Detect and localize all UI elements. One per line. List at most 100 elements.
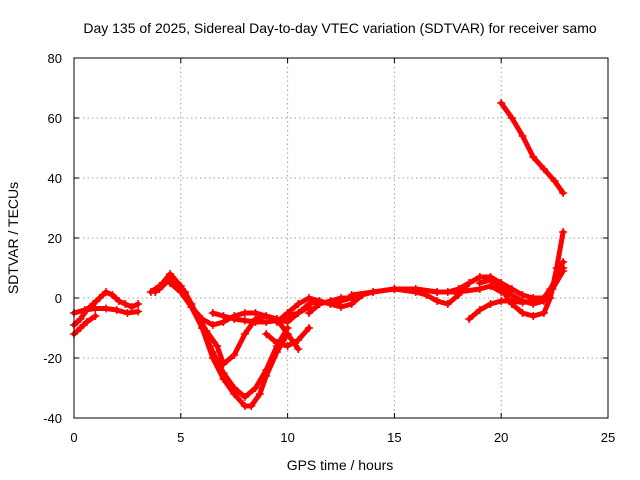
data-point — [347, 291, 356, 299]
data-point — [262, 318, 271, 326]
data-point — [315, 300, 324, 308]
data-point — [539, 297, 548, 305]
data-point — [294, 345, 303, 353]
data-point — [486, 276, 495, 284]
data-point — [433, 297, 442, 305]
data-point — [91, 304, 100, 313]
y-tick-label: 80 — [48, 51, 62, 66]
data-point — [465, 315, 474, 323]
data-point — [155, 285, 164, 293]
data-point — [82, 318, 91, 326]
data-point — [294, 300, 303, 308]
data-point — [102, 304, 111, 313]
data-point — [272, 339, 281, 347]
y-tick-label: 60 — [48, 111, 62, 126]
data-point — [80, 306, 89, 314]
y-tick-label: -20 — [43, 351, 62, 366]
data-point — [559, 189, 568, 197]
data-point — [497, 297, 506, 305]
data-point — [539, 309, 548, 317]
series-line — [498, 100, 566, 196]
y-axis-label: SDTVAR / TECUs — [5, 182, 21, 294]
data-point — [219, 312, 228, 320]
data-point — [208, 309, 217, 317]
data-point — [559, 267, 568, 275]
chart-title: Day 135 of 2025, Sidereal Day-to-day VTE… — [83, 20, 596, 36]
data-point — [166, 279, 175, 287]
data-point — [219, 360, 228, 368]
data-point — [121, 300, 130, 308]
series-track-4 — [146, 276, 292, 410]
data-point — [208, 321, 217, 329]
y-tick-label: 0 — [55, 291, 62, 306]
data-point — [219, 369, 228, 377]
series-line — [488, 268, 566, 307]
series-track-17 — [497, 99, 568, 197]
data-point — [202, 327, 211, 335]
data-point — [507, 291, 516, 299]
data-point — [390, 285, 399, 293]
data-point — [208, 348, 217, 356]
data-point — [552, 264, 561, 272]
data-point — [443, 300, 452, 308]
data-point — [123, 309, 132, 317]
data-point — [454, 285, 463, 293]
data-point — [465, 279, 474, 287]
data-point — [475, 306, 484, 314]
data-point — [91, 312, 100, 320]
x-tick-label: 10 — [280, 430, 294, 445]
data-point — [230, 315, 239, 323]
data-point — [518, 132, 527, 140]
series-track-16 — [486, 267, 568, 308]
data-point — [151, 288, 160, 296]
data-point — [76, 315, 85, 323]
data-point — [76, 324, 85, 332]
data-point — [176, 288, 185, 296]
series-track-10 — [262, 324, 313, 350]
data-point — [411, 285, 420, 293]
data-point — [559, 258, 568, 266]
data-point — [262, 366, 271, 374]
data-point — [168, 273, 177, 281]
data-point — [304, 309, 313, 317]
data-point — [240, 316, 249, 325]
data-point — [294, 336, 303, 344]
data-point — [262, 330, 271, 338]
data-point — [475, 279, 484, 287]
x-tick-label: 5 — [177, 430, 184, 445]
data-point — [112, 306, 121, 314]
y-tick-label: -40 — [43, 411, 62, 426]
data-point — [251, 318, 260, 326]
data-point — [230, 351, 239, 359]
data-point — [304, 324, 313, 332]
data-point — [114, 297, 123, 305]
data-point — [134, 300, 143, 308]
data-point — [529, 153, 538, 161]
data-point — [187, 303, 196, 311]
data-point — [247, 402, 256, 410]
data-point — [240, 309, 249, 317]
data-point — [108, 291, 117, 299]
data-point — [251, 384, 260, 392]
data-point — [559, 228, 568, 236]
data-point — [518, 297, 527, 305]
data-point — [95, 294, 104, 302]
data-point — [548, 285, 557, 293]
data-point — [283, 309, 292, 317]
data-point — [134, 307, 143, 316]
data-point — [255, 390, 264, 398]
series-line — [210, 304, 312, 325]
data-point — [518, 309, 527, 317]
series-line — [148, 277, 291, 409]
data-point — [240, 393, 249, 401]
data-point — [198, 315, 207, 323]
data-point — [272, 318, 281, 326]
data-point — [433, 288, 442, 296]
x-tick-label: 25 — [601, 430, 615, 445]
plot-area — [70, 99, 568, 410]
x-tick-label: 20 — [494, 430, 508, 445]
data-point — [443, 288, 452, 296]
data-point — [529, 300, 538, 308]
series-track-8 — [208, 303, 313, 326]
